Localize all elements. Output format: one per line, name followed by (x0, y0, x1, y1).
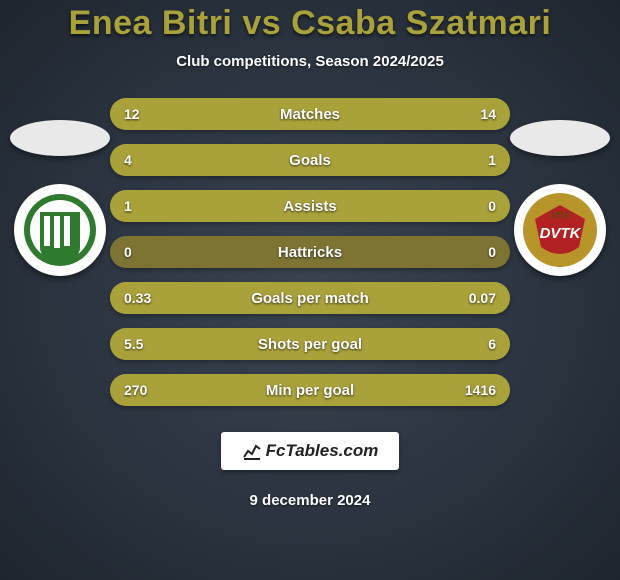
brand-badge[interactable]: FcTables.com (221, 432, 399, 470)
stat-label: Min per goal (110, 382, 510, 399)
stats-table: Matches1214Goals41Assists10Hattricks00Go… (110, 98, 510, 406)
dvtk-badge-icon: 1910 DVTK (521, 191, 599, 269)
left-club-badge (14, 184, 106, 276)
brand-text: FcTables.com (266, 441, 379, 461)
gyori-eto-badge-icon (22, 192, 98, 268)
stat-value-left: 12 (124, 106, 140, 122)
stat-label: Goals (110, 152, 510, 169)
stat-value-right: 1 (488, 152, 496, 168)
stat-row: Assists1 0 (110, 190, 510, 222)
stat-value-left: 5.5 (124, 336, 143, 352)
stat-row: Goals per match0.33 0.07 (110, 282, 510, 314)
page-title: Enea Bitri vs Csaba Szatmari (69, 4, 552, 43)
left-player-column (5, 120, 115, 276)
svg-text:DVTK: DVTK (540, 225, 582, 242)
right-player-avatar (510, 120, 610, 156)
date-label: 9 december 2024 (250, 492, 371, 509)
stat-row: Hattricks0 0 (110, 236, 510, 268)
left-player-avatar (10, 120, 110, 156)
subtitle: Club competitions, Season 2024/2025 (176, 53, 444, 70)
stat-label: Hattricks (110, 244, 510, 261)
stat-value-right: 0 (488, 244, 496, 260)
stat-label: Matches (110, 106, 510, 123)
stat-value-left: 0.33 (124, 290, 151, 306)
stat-value-left: 1 (124, 198, 132, 214)
stat-value-left: 4 (124, 152, 132, 168)
stat-row: Shots per goal5.5 6 (110, 328, 510, 360)
stat-row: Goals4 1 (110, 144, 510, 176)
stat-label: Shots per goal (110, 336, 510, 353)
content-wrapper: Enea Bitri vs Csaba Szatmari Club compet… (0, 0, 620, 580)
stat-value-left: 0 (124, 244, 132, 260)
stat-value-right: 0 (488, 198, 496, 214)
stat-value-right: 1416 (465, 382, 496, 398)
stat-value-right: 6 (488, 336, 496, 352)
right-player-column: 1910 DVTK (505, 120, 615, 276)
right-club-badge: 1910 DVTK (514, 184, 606, 276)
stat-value-left: 270 (124, 382, 147, 398)
brand-chart-icon (242, 441, 262, 461)
stat-row: Matches12 14 (110, 98, 510, 130)
stat-label: Assists (110, 198, 510, 215)
stat-row: Min per goal270 1416 (110, 374, 510, 406)
stat-value-right: 0.07 (469, 290, 496, 306)
stat-value-right: 14 (480, 106, 496, 122)
stat-label: Goals per match (110, 290, 510, 307)
svg-text:1910: 1910 (550, 210, 570, 220)
